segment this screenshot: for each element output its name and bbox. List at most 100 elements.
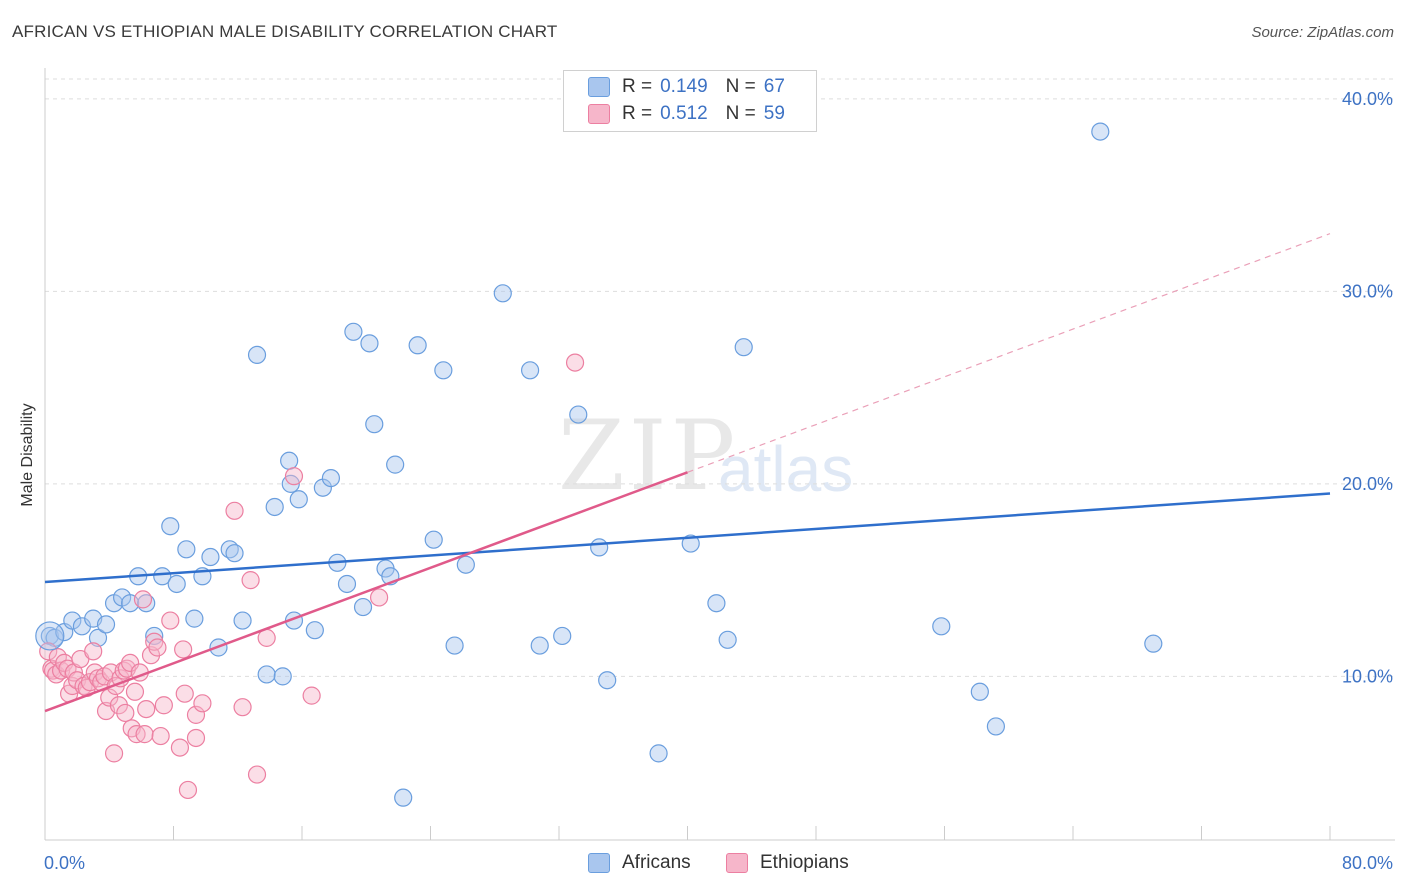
- data-point: [970, 682, 989, 701]
- data-point: [225, 501, 244, 520]
- data-point: [553, 626, 572, 646]
- data-point: [265, 497, 284, 517]
- y-tick-label: 20.0%: [1342, 474, 1393, 494]
- data-point: [353, 597, 373, 617]
- legend-swatch-ethiopians: [588, 104, 610, 124]
- data-point: [394, 788, 413, 807]
- data-point: [734, 338, 753, 357]
- data-point: [145, 626, 164, 646]
- legend-r-value: 0.149: [660, 76, 708, 97]
- y-tick-label: 30.0%: [1342, 281, 1393, 301]
- data-point: [135, 725, 154, 744]
- data-point: [280, 451, 299, 470]
- data-point: [161, 611, 180, 630]
- legend-n-label: N =: [725, 76, 756, 97]
- data-point: [408, 336, 427, 355]
- data-point: [225, 544, 244, 563]
- series-label-africans: Africans: [622, 852, 691, 873]
- data-point: [520, 361, 540, 380]
- series-legend-ethiopians: Ethiopians: [726, 852, 849, 874]
- series-label-ethiopians: Ethiopians: [760, 852, 849, 873]
- watermark-zip: ZIP: [558, 400, 740, 512]
- data-point: [649, 744, 668, 763]
- data-point: [445, 636, 464, 655]
- legend-r-label: R =: [622, 76, 653, 97]
- data-point: [681, 534, 700, 553]
- data-point: [116, 703, 135, 723]
- data-point: [88, 628, 108, 647]
- data-point: [1144, 634, 1163, 653]
- data-point: [424, 530, 443, 549]
- data-point: [85, 663, 104, 682]
- data-point: [174, 640, 193, 659]
- data-point: [493, 284, 512, 303]
- data-point: [96, 615, 116, 634]
- data-point: [434, 361, 453, 380]
- data-point: [137, 699, 156, 719]
- data-point: [302, 686, 321, 705]
- series-swatch-ethiopians: [726, 853, 748, 873]
- data-point: [305, 621, 324, 640]
- legend-r-label: R =: [622, 103, 653, 124]
- legend-n-value: 67: [763, 76, 785, 97]
- data-point: [133, 590, 153, 609]
- legend-r-value: 0.512: [660, 103, 708, 124]
- data-point: [360, 334, 379, 353]
- x-tick-label: 0.0%: [44, 853, 85, 873]
- data-point: [718, 630, 737, 649]
- x-tick-label: 80.0%: [1342, 853, 1393, 873]
- tick-labels: 10.0% 20.0% 30.0% 40.0% 0.0% 80.0%: [44, 89, 1393, 873]
- data-point: [186, 705, 206, 724]
- data-point: [273, 667, 292, 686]
- legend-swatch-africans: [588, 77, 610, 97]
- data-point: [125, 682, 145, 701]
- data-point: [590, 538, 609, 557]
- data-point: [386, 455, 405, 474]
- data-point: [100, 688, 119, 707]
- data-point: [104, 744, 124, 763]
- data-point: [170, 738, 190, 757]
- data-point: [241, 571, 260, 590]
- data-point: [193, 694, 212, 713]
- trendline-ethiopians: [44, 471, 688, 713]
- trend-layer: [44, 233, 1331, 713]
- data-point: [344, 322, 363, 341]
- data-point: [145, 632, 164, 651]
- data-point: [167, 574, 186, 594]
- data-point: [233, 698, 252, 717]
- axes: [44, 68, 1395, 841]
- data-point: [257, 665, 276, 684]
- data-point: [986, 717, 1006, 736]
- legend-n-value: 59: [763, 103, 785, 124]
- series-layer: [35, 122, 1163, 807]
- data-point: [707, 594, 726, 613]
- series-ethiopians: [39, 353, 585, 800]
- trendline-ethiopians-extension: [687, 233, 1331, 473]
- data-point: [84, 642, 103, 661]
- data-point: [175, 684, 194, 703]
- data-point: [289, 490, 308, 509]
- data-point: [39, 642, 58, 661]
- data-point: [337, 574, 357, 594]
- data-point: [598, 671, 617, 690]
- data-point: [185, 609, 204, 628]
- data-point: [178, 780, 198, 800]
- data-point-cluster: [35, 621, 65, 651]
- data-point: [284, 467, 304, 486]
- data-point: [247, 765, 267, 784]
- correlation-legend: R = 0.149 N = 67 R = 0.512 N = 59: [563, 70, 817, 132]
- data-point: [201, 547, 220, 567]
- data-point: [456, 555, 475, 574]
- data-point: [565, 353, 585, 372]
- data-point: [161, 517, 180, 536]
- data-point: [151, 726, 170, 746]
- series-africans: [40, 122, 1163, 807]
- legend-n-label: N =: [725, 103, 756, 124]
- series-swatch-africans: [588, 853, 610, 873]
- data-point: [148, 638, 167, 657]
- data-point: [121, 653, 140, 673]
- data-point: [153, 567, 172, 586]
- data-point: [63, 611, 82, 630]
- data-point: [932, 617, 951, 636]
